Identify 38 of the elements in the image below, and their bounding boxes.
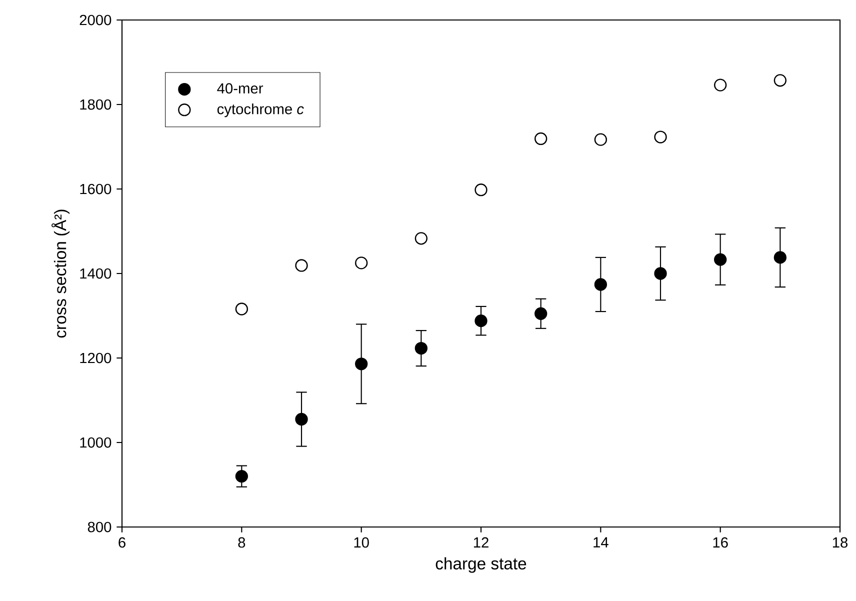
x-tick-label: 16 — [713, 537, 728, 548]
point — [534, 307, 548, 320]
point — [235, 302, 248, 316]
y-tick-label: 1400 — [80, 268, 112, 279]
x-tick-label: 14 — [594, 537, 608, 548]
point — [295, 412, 308, 426]
x-tick-label: 8 — [238, 537, 246, 548]
x-tick-label: 18 — [832, 537, 848, 548]
point — [594, 278, 608, 291]
point — [714, 78, 727, 92]
y-axis-title: cross section (Å²) — [52, 210, 70, 338]
point — [774, 251, 787, 264]
point — [235, 470, 248, 483]
y-tick-label: 1800 — [80, 99, 112, 110]
y-tick-label: 1600 — [80, 184, 112, 194]
x-tick-label: 12 — [474, 537, 488, 548]
point — [774, 74, 787, 87]
point — [714, 253, 727, 266]
x-tick-label: 10 — [354, 537, 369, 548]
point — [355, 358, 368, 370]
legend-label: cytochrome c — [217, 103, 304, 118]
point — [474, 184, 488, 196]
x-tick-label: 6 — [118, 537, 126, 548]
y-tick-label: 1200 — [80, 352, 112, 364]
y-tick-label: 800 — [88, 522, 112, 532]
point — [355, 256, 368, 270]
point — [654, 130, 667, 144]
y-tick-label: 1000 — [80, 437, 112, 448]
point — [534, 132, 548, 146]
x-axis-title: charge state — [436, 557, 526, 573]
point — [654, 267, 667, 280]
point — [474, 314, 488, 328]
point — [295, 259, 308, 272]
legend-label: 40-mer — [217, 83, 264, 94]
point — [594, 133, 608, 146]
y-tick-label: 2000 — [80, 14, 112, 26]
point — [414, 342, 428, 355]
point — [414, 232, 428, 245]
